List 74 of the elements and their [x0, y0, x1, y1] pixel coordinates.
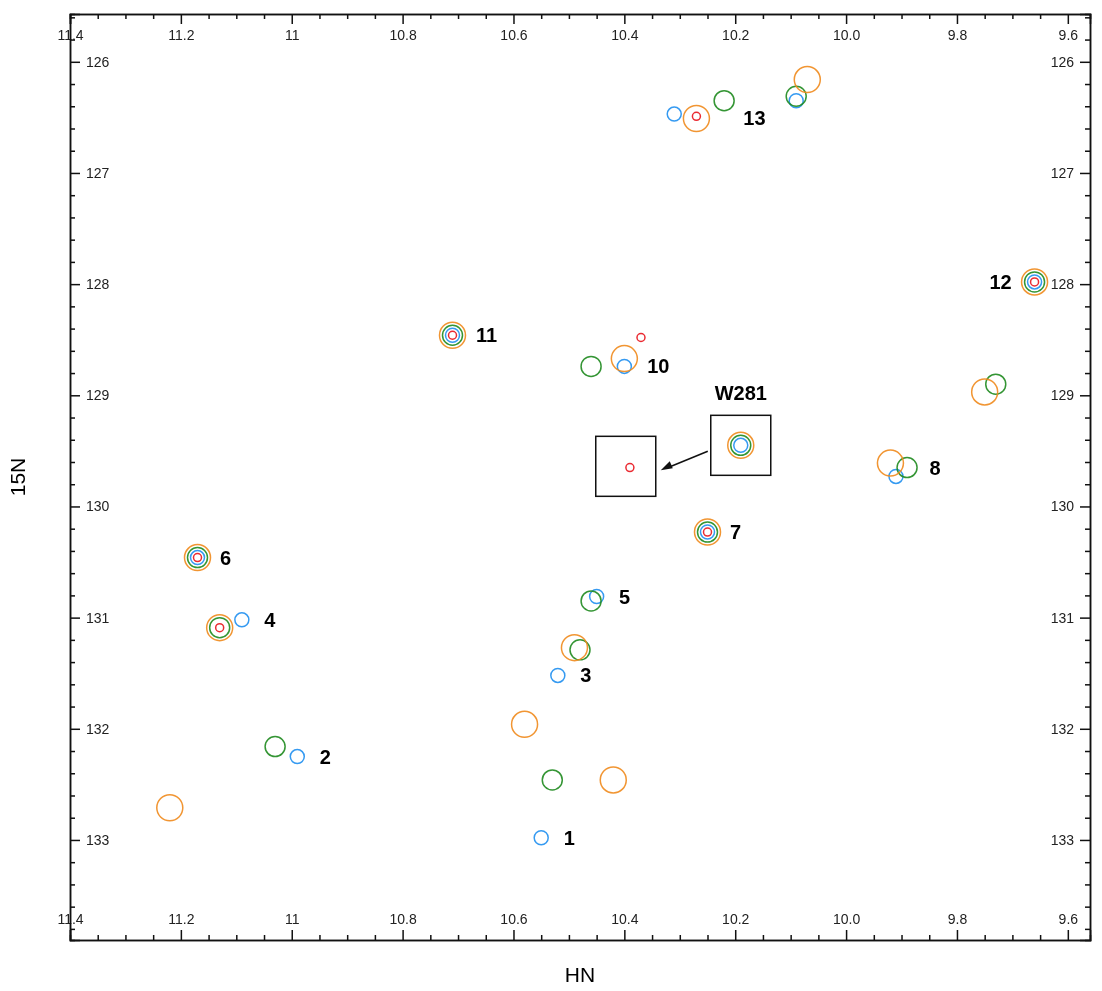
point [985, 373, 1007, 395]
x-tick-label: 9.8 [947, 911, 968, 927]
point [666, 106, 682, 122]
annotation: 4 [264, 608, 277, 631]
x-tick-label: 10.2 [722, 911, 750, 927]
y2-tick-label: 131 [1050, 609, 1075, 626]
x-axis-title: HN [564, 963, 596, 986]
x-tick-label: 10.4 [611, 911, 639, 927]
y-axis-title: 15N [6, 457, 29, 497]
y-tick-label: 130 [86, 498, 110, 515]
x2-tick-label: 11.2 [168, 26, 195, 43]
x2-tick-label: 10.8 [389, 26, 417, 43]
annotation: 3 [580, 664, 592, 687]
y2-tick-label: 132 [1050, 720, 1075, 737]
point [560, 633, 589, 662]
x2-tick-label: 10.2 [722, 26, 750, 43]
x-tick-label: 10.8 [389, 911, 417, 927]
x-tick-label: 11.2 [168, 911, 195, 927]
point [289, 748, 306, 765]
annotation: 10 [647, 355, 670, 378]
y-tick-label: 127 [86, 164, 110, 181]
annotation: 6 [219, 546, 232, 569]
y-tick-label: 132 [86, 720, 110, 737]
point [550, 667, 566, 684]
annotation: 1 [563, 826, 575, 849]
point [610, 344, 639, 373]
point [234, 612, 250, 628]
y-tick-label: 133 [86, 831, 110, 848]
x-tick-label: 10.0 [832, 911, 861, 927]
point [264, 735, 286, 758]
point [793, 65, 822, 94]
y2-tick-label: 130 [1050, 498, 1075, 515]
x2-tick-label: 10.6 [500, 26, 528, 43]
point [625, 462, 635, 473]
y2-tick-label: 128 [1050, 276, 1075, 293]
annotation: 11 [475, 324, 498, 347]
point [580, 590, 602, 612]
x2-tick-label: 9.6 [1058, 26, 1079, 43]
x2-tick-label: 10.4 [611, 26, 639, 43]
point [156, 793, 184, 822]
annotation: 7 [729, 521, 742, 544]
annotation: 2 [319, 745, 331, 768]
point [599, 766, 628, 794]
point [541, 769, 564, 791]
point [682, 104, 711, 133]
y2-tick-label: 129 [1050, 387, 1075, 404]
y2-tick-label: 126 [1050, 53, 1075, 70]
x2-tick-label: 9.8 [947, 26, 968, 43]
annotation: W281 [714, 382, 767, 405]
point [713, 89, 735, 112]
point [510, 710, 539, 739]
point [580, 355, 602, 378]
point [888, 468, 904, 485]
x2-tick-label: 10.0 [832, 26, 861, 43]
y2-tick-label: 133 [1050, 831, 1075, 848]
y-tick-label: 131 [86, 609, 110, 626]
point [533, 829, 549, 846]
annotation: 13 [743, 107, 766, 130]
y2-tick-label: 127 [1050, 164, 1075, 181]
x-tick-label: 9.6 [1058, 911, 1079, 927]
point [876, 449, 905, 477]
y-tick-label: 129 [86, 387, 110, 404]
x2-tick-label: 11 [284, 26, 300, 43]
x-tick-label: 10.6 [500, 911, 528, 927]
y-tick-label: 128 [86, 276, 110, 293]
point [970, 378, 999, 406]
point [896, 456, 918, 479]
annotation: 12 [989, 270, 1012, 293]
annotation: 8 [929, 456, 941, 479]
y-tick-label: 126 [86, 53, 110, 70]
annotation: 5 [619, 585, 631, 608]
point [785, 85, 807, 107]
point [636, 332, 646, 343]
x-tick-label: 11 [284, 911, 300, 927]
